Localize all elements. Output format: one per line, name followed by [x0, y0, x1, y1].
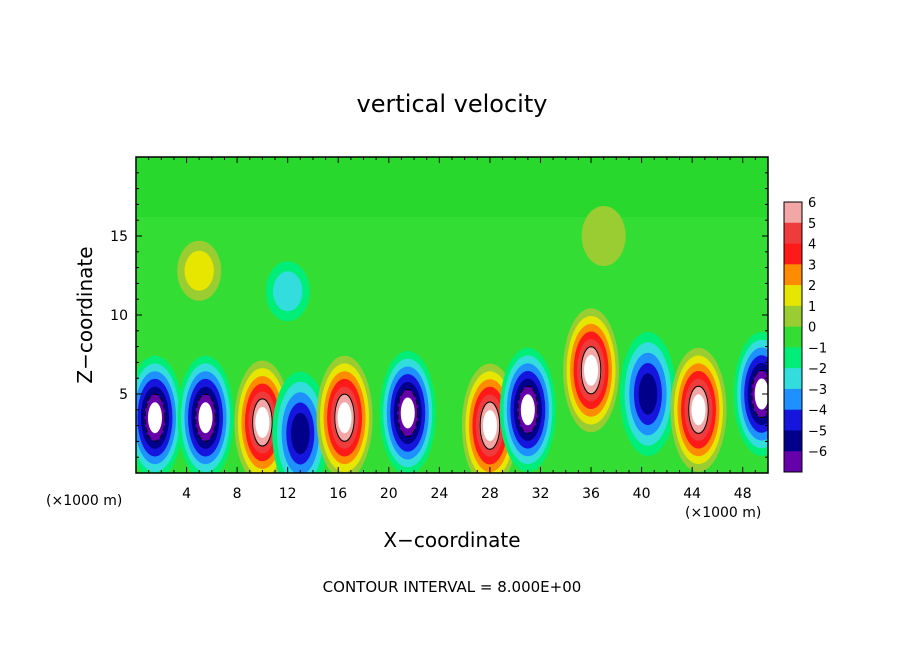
colorbar-label-3: 3	[808, 258, 816, 273]
x-tick-label-11: 48	[734, 486, 752, 502]
y-axis-label: Z−coordinate	[73, 246, 97, 383]
colorbar-label-2: 4	[808, 238, 816, 253]
cell-contour-1-6	[198, 402, 213, 434]
colorbar-swatch-5	[784, 305, 802, 328]
x-tick-label-0: 4	[182, 486, 191, 502]
cell-zero-contour-8	[580, 346, 602, 395]
cell-contour-2-6	[255, 406, 270, 438]
cell-zero-contour-5	[397, 388, 419, 438]
cell-contour-9-4	[638, 373, 658, 415]
cell-contour-0-6	[147, 402, 162, 434]
colorbar-swatch-6	[784, 326, 802, 348]
cell-zero-contour-10	[688, 385, 709, 434]
cell-contour-11-6	[754, 378, 768, 410]
x-tick-label-3: 16	[329, 486, 347, 502]
cell-zero-contour-11	[751, 369, 768, 419]
velocity-cell-5	[379, 350, 436, 473]
colorbar-swatch-7	[784, 347, 802, 369]
velocity-cell-3	[272, 371, 329, 473]
velocity-cell-13	[265, 261, 310, 322]
velocity-cell-7	[499, 347, 556, 472]
cell-contour-13-1	[272, 271, 303, 312]
colorbar-swatch-3	[784, 264, 802, 286]
colorbar-swatch-11	[784, 430, 802, 452]
colorbar-swatch-12	[784, 451, 802, 473]
colorbar: 6 5 4 3 2 1 0 −1 −2 −3 −4 −5 −6	[783, 196, 827, 473]
x-tick-label-9: 40	[633, 486, 651, 502]
x-unit-right: (×1000 m)	[685, 505, 761, 521]
cell-contour-14-0	[581, 206, 626, 266]
cell-zero-contour-0	[144, 393, 166, 442]
colorbar-label-12: −6	[808, 445, 827, 460]
cell-contour-8-6	[584, 354, 599, 386]
x-tick-label-5: 24	[430, 486, 448, 502]
chart-title: vertical velocity	[357, 90, 548, 118]
cell-contour-4-6	[337, 402, 352, 434]
x-unit-left: (×1000 m)	[46, 493, 122, 509]
colorbar-label-5: 1	[808, 300, 816, 315]
colorbar-frame	[783, 201, 803, 473]
x-tick-label-4: 20	[380, 486, 398, 502]
cell-zero-contour-4	[334, 393, 355, 442]
velocity-cell-10	[670, 347, 727, 472]
y-tick-label-1: 10	[110, 308, 128, 324]
cell-contour-10-6	[691, 394, 706, 426]
y-tick-label-0: 5	[119, 387, 128, 403]
velocity-cell-2	[234, 360, 291, 473]
cell-contour-3-4	[291, 412, 310, 455]
velocity-cell-4	[316, 355, 373, 473]
velocity-cell-1	[177, 355, 234, 473]
velocity-cell-11	[733, 332, 768, 456]
x-axis-ticks: 4 8 12 16 20 24 28 32 36 40 44 48	[148, 157, 756, 502]
upper-band	[136, 157, 768, 217]
colorbar-swatch-9	[784, 388, 802, 411]
cell-contour-7-6	[520, 394, 535, 426]
cell-contour-6-6	[482, 410, 497, 442]
colorbar-label-0: 6	[808, 196, 816, 211]
cell-zero-contour-1	[195, 393, 216, 442]
x-tick-label-2: 12	[279, 486, 297, 502]
cell-zero-contour-7	[517, 385, 539, 434]
x-tick-label-10: 44	[683, 486, 701, 502]
colorbar-swatch-1	[784, 222, 802, 245]
colorbar-label-4: 2	[808, 279, 816, 294]
velocity-field	[136, 157, 768, 473]
velocity-cell-14	[581, 206, 626, 266]
colorbar-swatch-10	[784, 409, 802, 431]
velocity-cell-0	[136, 355, 183, 473]
cell-zero-contour-2	[252, 398, 273, 447]
colorbar-swatch-0	[784, 202, 802, 224]
colorbar-swatch-8	[784, 368, 802, 390]
cell-contour-12-1	[184, 250, 214, 291]
colorbar-label-10: −4	[808, 404, 827, 419]
colorbar-swatch-4	[784, 285, 802, 307]
y-axis-ticks: 5 10 15	[110, 172, 768, 458]
y-tick-label-2: 15	[110, 229, 128, 245]
x-tick-label-1: 8	[233, 486, 242, 502]
colorbar-label-7: −1	[808, 341, 827, 356]
x-tick-label-8: 36	[582, 486, 600, 502]
colorbar-swatch-2	[784, 243, 802, 265]
colorbar-label-1: 5	[808, 217, 816, 232]
x-tick-label-7: 32	[532, 486, 550, 502]
velocity-cell-12	[177, 240, 222, 301]
cell-contour-5-6	[400, 397, 415, 429]
contour-interval-note: CONTOUR INTERVAL = 8.000E+00	[323, 578, 582, 596]
colorbar-label-8: −2	[808, 362, 827, 377]
velocity-cell-9	[619, 332, 676, 456]
x-tick-label-6: 28	[481, 486, 499, 502]
colorbar-label-11: −5	[808, 425, 827, 440]
x-axis-label: X−coordinate	[383, 528, 520, 552]
colorbar-label-6: 0	[808, 321, 816, 336]
velocity-cells	[136, 206, 768, 473]
colorbar-label-9: −3	[808, 383, 827, 398]
velocity-cell-8	[563, 308, 620, 433]
cell-zero-contour-6	[479, 401, 501, 450]
